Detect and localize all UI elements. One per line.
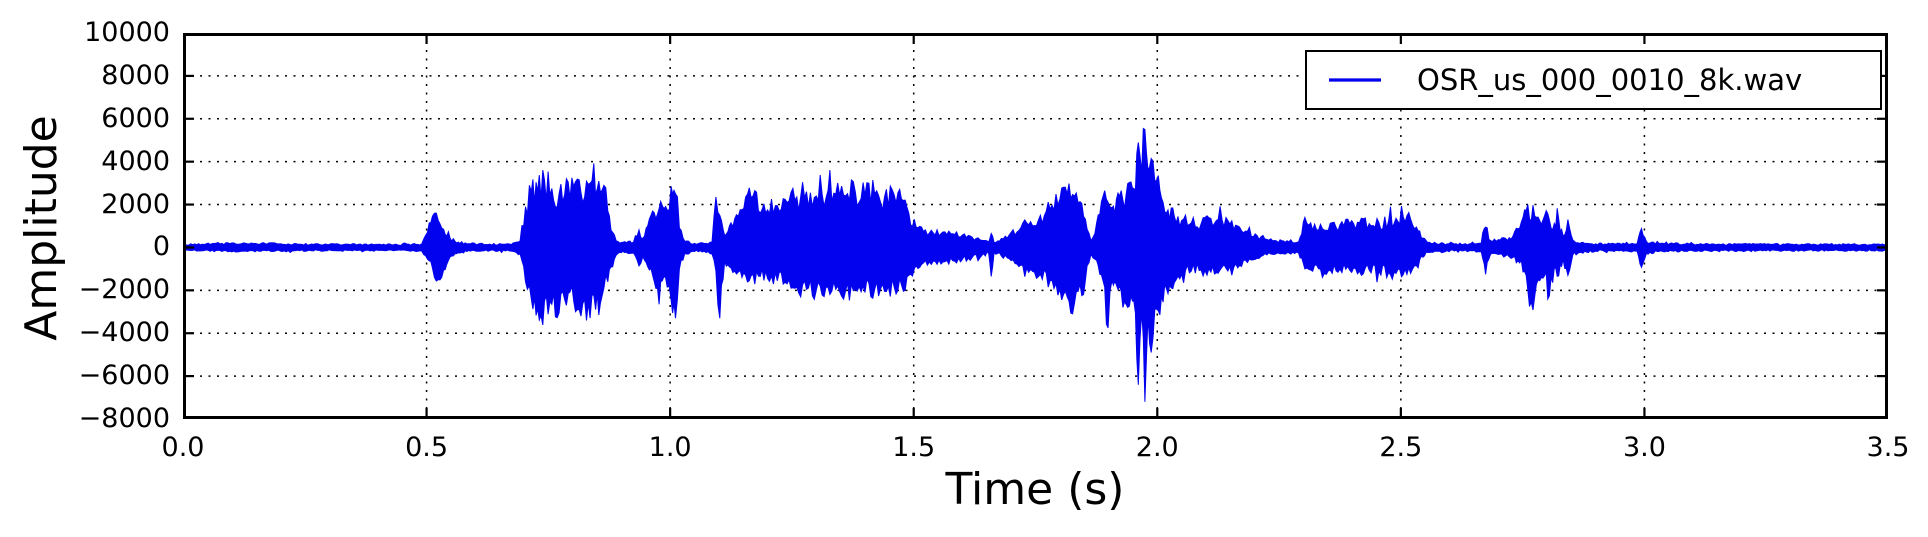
legend-box: OSR_us_000_0010_8k.wav xyxy=(1305,50,1882,110)
y-tick-label: 8000 xyxy=(101,59,170,91)
legend-series-label: OSR_us_000_0010_8k.wav xyxy=(1417,63,1803,97)
plot-area xyxy=(183,33,1888,419)
x-tick-label: 3.0 xyxy=(1622,432,1666,463)
x-tick-label: 2.0 xyxy=(1135,432,1179,463)
y-tick-label: −2000 xyxy=(78,274,170,306)
y-tick-label: 4000 xyxy=(101,145,170,177)
y-tick-label: −4000 xyxy=(78,317,170,349)
x-tick-label: 3.5 xyxy=(1866,432,1910,463)
waveform-series xyxy=(183,127,1888,402)
waveform-path xyxy=(183,127,1888,402)
plot-border xyxy=(183,33,1888,419)
y-tick-label: 10000 xyxy=(84,17,170,48)
y-tick-label: 0 xyxy=(152,231,170,263)
x-axis-title: Time (s) xyxy=(945,464,1125,515)
x-tick-label: 2.5 xyxy=(1379,432,1423,463)
legend-line-sample xyxy=(1329,78,1381,82)
y-tick-label: −6000 xyxy=(78,360,170,392)
y-tick-label: 6000 xyxy=(101,102,170,134)
x-tick-label: 1.5 xyxy=(892,432,936,463)
y-tick-label: 2000 xyxy=(101,188,170,220)
x-tick-label: 0.0 xyxy=(161,432,205,463)
x-tick-label: 0.5 xyxy=(405,432,449,463)
y-tick-label: −8000 xyxy=(78,403,170,434)
x-tick-label: 1.0 xyxy=(648,432,692,463)
y-axis-title: Amplitude xyxy=(16,115,67,341)
